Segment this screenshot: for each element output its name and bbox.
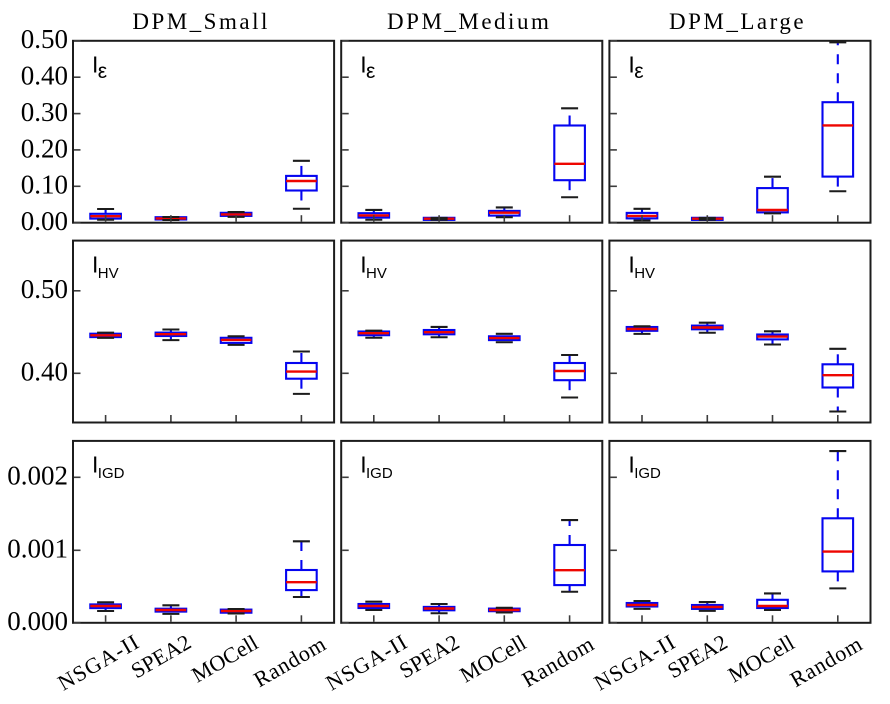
svg-text:0.30: 0.30 <box>21 97 68 127</box>
svg-text:0.20: 0.20 <box>21 133 68 163</box>
svg-text:I: I <box>92 251 98 277</box>
svg-text:0.00: 0.00 <box>21 206 68 236</box>
svg-text:0.10: 0.10 <box>21 170 68 200</box>
svg-text:DPM_Large: DPM_Large <box>669 9 806 34</box>
svg-text:I: I <box>628 452 634 478</box>
svg-text:IGD: IGD <box>634 465 661 482</box>
svg-text:DPM_Medium: DPM_Medium <box>387 9 551 34</box>
svg-text:0.002: 0.002 <box>7 461 68 491</box>
svg-text:0.001: 0.001 <box>7 534 68 564</box>
svg-text:I: I <box>360 52 366 78</box>
svg-text:I: I <box>360 251 366 277</box>
svg-text:HV: HV <box>634 265 655 282</box>
svg-text:DPM_Small: DPM_Small <box>132 9 270 34</box>
svg-text:0.000: 0.000 <box>7 606 68 636</box>
svg-text:0.50: 0.50 <box>21 274 68 304</box>
svg-text:ε: ε <box>98 60 107 83</box>
svg-text:HV: HV <box>366 265 387 282</box>
svg-text:I: I <box>628 251 634 277</box>
svg-text:I: I <box>360 452 366 478</box>
svg-text:I: I <box>92 452 98 478</box>
svg-text:IGD: IGD <box>366 465 393 482</box>
svg-text:IGD: IGD <box>98 465 125 482</box>
svg-text:0.40: 0.40 <box>21 357 68 387</box>
svg-text:I: I <box>628 52 634 78</box>
svg-text:0.50: 0.50 <box>21 24 68 54</box>
svg-text:0.40: 0.40 <box>21 61 68 91</box>
svg-text:ε: ε <box>634 60 643 83</box>
svg-text:ε: ε <box>366 60 375 83</box>
svg-text:HV: HV <box>98 265 119 282</box>
svg-text:I: I <box>92 52 98 78</box>
